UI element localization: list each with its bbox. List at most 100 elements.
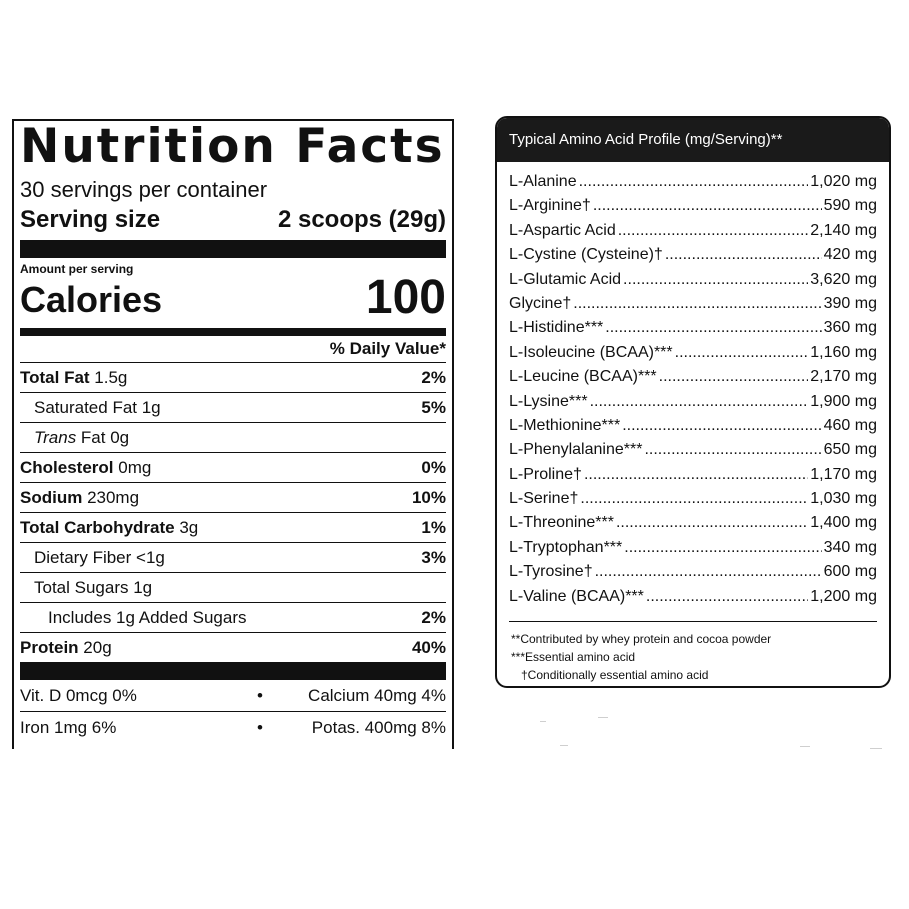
nutrient-percent: 5%	[421, 398, 446, 417]
amino-acid-title: Typical Amino Acid Profile (mg/Serving)*…	[497, 118, 889, 162]
dot-leader	[624, 536, 821, 560]
amount-per-serving: Amount per serving	[20, 262, 134, 276]
nutrient-row: Total Sugars 1g	[20, 573, 446, 603]
amino-acid-row: L-Serine† 1,030 mg	[509, 487, 877, 511]
amino-acid-name: L-Tyrosine†	[509, 563, 593, 581]
dot-leader	[675, 341, 809, 365]
dot-leader	[622, 414, 821, 438]
amino-acid-amount: 650 mg	[823, 441, 877, 459]
serving-size-row: Serving size 2 scoops (29g)	[20, 204, 446, 236]
amino-acid-name: L-Threonine***	[509, 514, 614, 532]
nutrition-facts-panel: Nutrition Facts 30 servings per containe…	[12, 119, 454, 749]
amino-acid-amount: 3,620 mg	[810, 270, 877, 288]
servings-per-container: 30 servings per container	[20, 177, 268, 202]
nutrient-percent: 10%	[411, 488, 446, 507]
nutrient-percent: 2%	[421, 368, 446, 387]
vitamin-right: Potas. 400mg 8%	[311, 718, 446, 737]
bullet-icon: •	[257, 686, 263, 705]
nutrient-row: Protein 20g 40%	[20, 633, 446, 662]
nutrient-amount: Saturated Fat 1g	[34, 398, 161, 417]
serving-size-label: Serving size	[20, 206, 161, 233]
nutrient-italic-name: Trans	[34, 428, 77, 447]
nutrient-name: Cholesterol	[20, 458, 114, 477]
nutrient-amount: Dietary Fiber <1g	[34, 548, 165, 567]
amino-acid-row: L-Alanine 1,020 mg	[509, 170, 877, 194]
nutrient-name: Protein	[20, 638, 79, 657]
amino-acid-name: L-Arginine†	[509, 197, 591, 215]
amino-acid-name: L-Alanine	[509, 173, 577, 190]
divider-thick	[20, 240, 446, 258]
nutrient-row: Cholesterol 0mg 0%	[20, 453, 446, 483]
amino-acid-name: L-Histidine***	[509, 319, 604, 337]
nutrient-amount: 1.5g	[89, 368, 128, 387]
nutrient-name: Sodium	[20, 488, 83, 507]
amino-acid-row: L-Proline† 1,170 mg	[509, 463, 877, 487]
divider-medium	[20, 328, 446, 336]
nutrient-amount: Total Sugars 1g	[34, 578, 153, 597]
serving-size-value: 2 scoops (29g)	[277, 206, 446, 233]
amino-acid-amount: 1,200 mg	[810, 587, 877, 605]
dot-leader	[618, 219, 809, 243]
amino-acid-amount: 420 mg	[823, 246, 877, 264]
amino-acid-list: L-Alanine 1,020 mg L-Arginine† 590 mg L-Aspa…	[497, 162, 889, 609]
footnote: †Conditionally essential amino acid	[521, 668, 709, 683]
amino-acid-name: L-Isoleucine (BCAA)***	[509, 343, 673, 361]
amino-acid-name: L-Serine†	[509, 490, 579, 508]
nutrient-amount: Includes 1g Added Sugars	[48, 608, 247, 627]
dot-leader	[579, 170, 809, 194]
dot-leader	[623, 268, 808, 292]
amino-acid-amount: 1,170 mg	[810, 465, 877, 483]
amino-acid-amount: 590 mg	[823, 197, 877, 215]
nutrient-row: Dietary Fiber <1g 3%	[20, 543, 446, 573]
dot-leader	[665, 243, 822, 267]
nutrient-name: Total Fat	[20, 368, 90, 387]
dot-leader	[616, 511, 808, 535]
amino-acid-row: L-Leucine (BCAA)*** 2,170 mg	[509, 365, 877, 389]
amino-acid-row: L-Aspartic Acid 2,140 mg	[509, 219, 877, 243]
amino-acid-name: L-Valine (BCAA)***	[509, 587, 644, 605]
nutrient-percent: 3%	[421, 548, 446, 567]
amino-acid-name: L-Lysine***	[509, 392, 588, 410]
amino-acid-amount: 1,030 mg	[810, 490, 877, 508]
amino-acid-name: L-Leucine (BCAA)***	[509, 368, 657, 386]
amino-acid-name: L-Aspartic Acid	[509, 221, 616, 239]
bullet-icon: •	[257, 718, 263, 737]
nutrient-amount: 0mg	[113, 458, 152, 477]
nutrient-amount: 230mg	[82, 488, 140, 507]
amino-acid-row: L-Valine (BCAA)*** 1,200 mg	[509, 585, 877, 609]
nutrient-percent: 2%	[421, 608, 446, 627]
nutrient-row: Includes 1g Added Sugars 2%	[20, 603, 446, 633]
amino-acid-amount: 1,160 mg	[810, 343, 877, 361]
amino-acid-name: L-Glutamic Acid	[509, 270, 622, 288]
dot-leader	[595, 560, 822, 584]
dot-leader	[659, 365, 809, 389]
amino-acid-row: L-Isoleucine (BCAA)*** 1,160 mg	[509, 341, 877, 365]
footnote: **Contributed by whey protein and cocoa …	[511, 632, 772, 647]
amino-acid-amount: 2,140 mg	[810, 221, 877, 239]
amino-acid-row: L-Tyrosine† 600 mg	[509, 560, 877, 584]
amino-acid-amount: 1,020 mg	[810, 173, 877, 190]
amino-acid-amount: 460 mg	[823, 416, 877, 434]
divider	[509, 621, 877, 623]
dot-leader	[590, 390, 809, 414]
amino-acid-row: L-Phenylalanine*** 650 mg	[509, 438, 877, 462]
dot-leader	[573, 292, 821, 316]
nutrient-amount: 3g	[174, 518, 199, 537]
dot-leader	[605, 316, 821, 340]
nutrient-row: Sodium 230mg 10%	[20, 483, 446, 513]
nutrition-facts-title: Nutrition Facts	[20, 119, 445, 174]
nutrient-row: Trans Fat 0g	[20, 423, 446, 453]
amino-acid-amount: 1,900 mg	[810, 392, 877, 410]
amino-acid-row: L-Methionine*** 460 mg	[509, 414, 877, 438]
amino-acid-amount: 360 mg	[823, 319, 877, 337]
amino-acid-amount: 1,400 mg	[810, 514, 877, 532]
footnote: ***Essential amino acid	[511, 650, 636, 665]
nutrient-name: Total Carbohydrate	[20, 518, 175, 537]
amino-acid-name: L-Cystine (Cysteine)†	[509, 246, 663, 264]
calories-value: 100	[365, 271, 446, 324]
nutrient-percent: 40%	[411, 638, 446, 657]
nutrient-percent: 1%	[421, 518, 446, 537]
amino-acid-name: L-Proline†	[509, 465, 582, 483]
amino-acid-amount: 390 mg	[823, 294, 877, 312]
amino-acid-row: Glycine† 390 mg	[509, 292, 877, 316]
